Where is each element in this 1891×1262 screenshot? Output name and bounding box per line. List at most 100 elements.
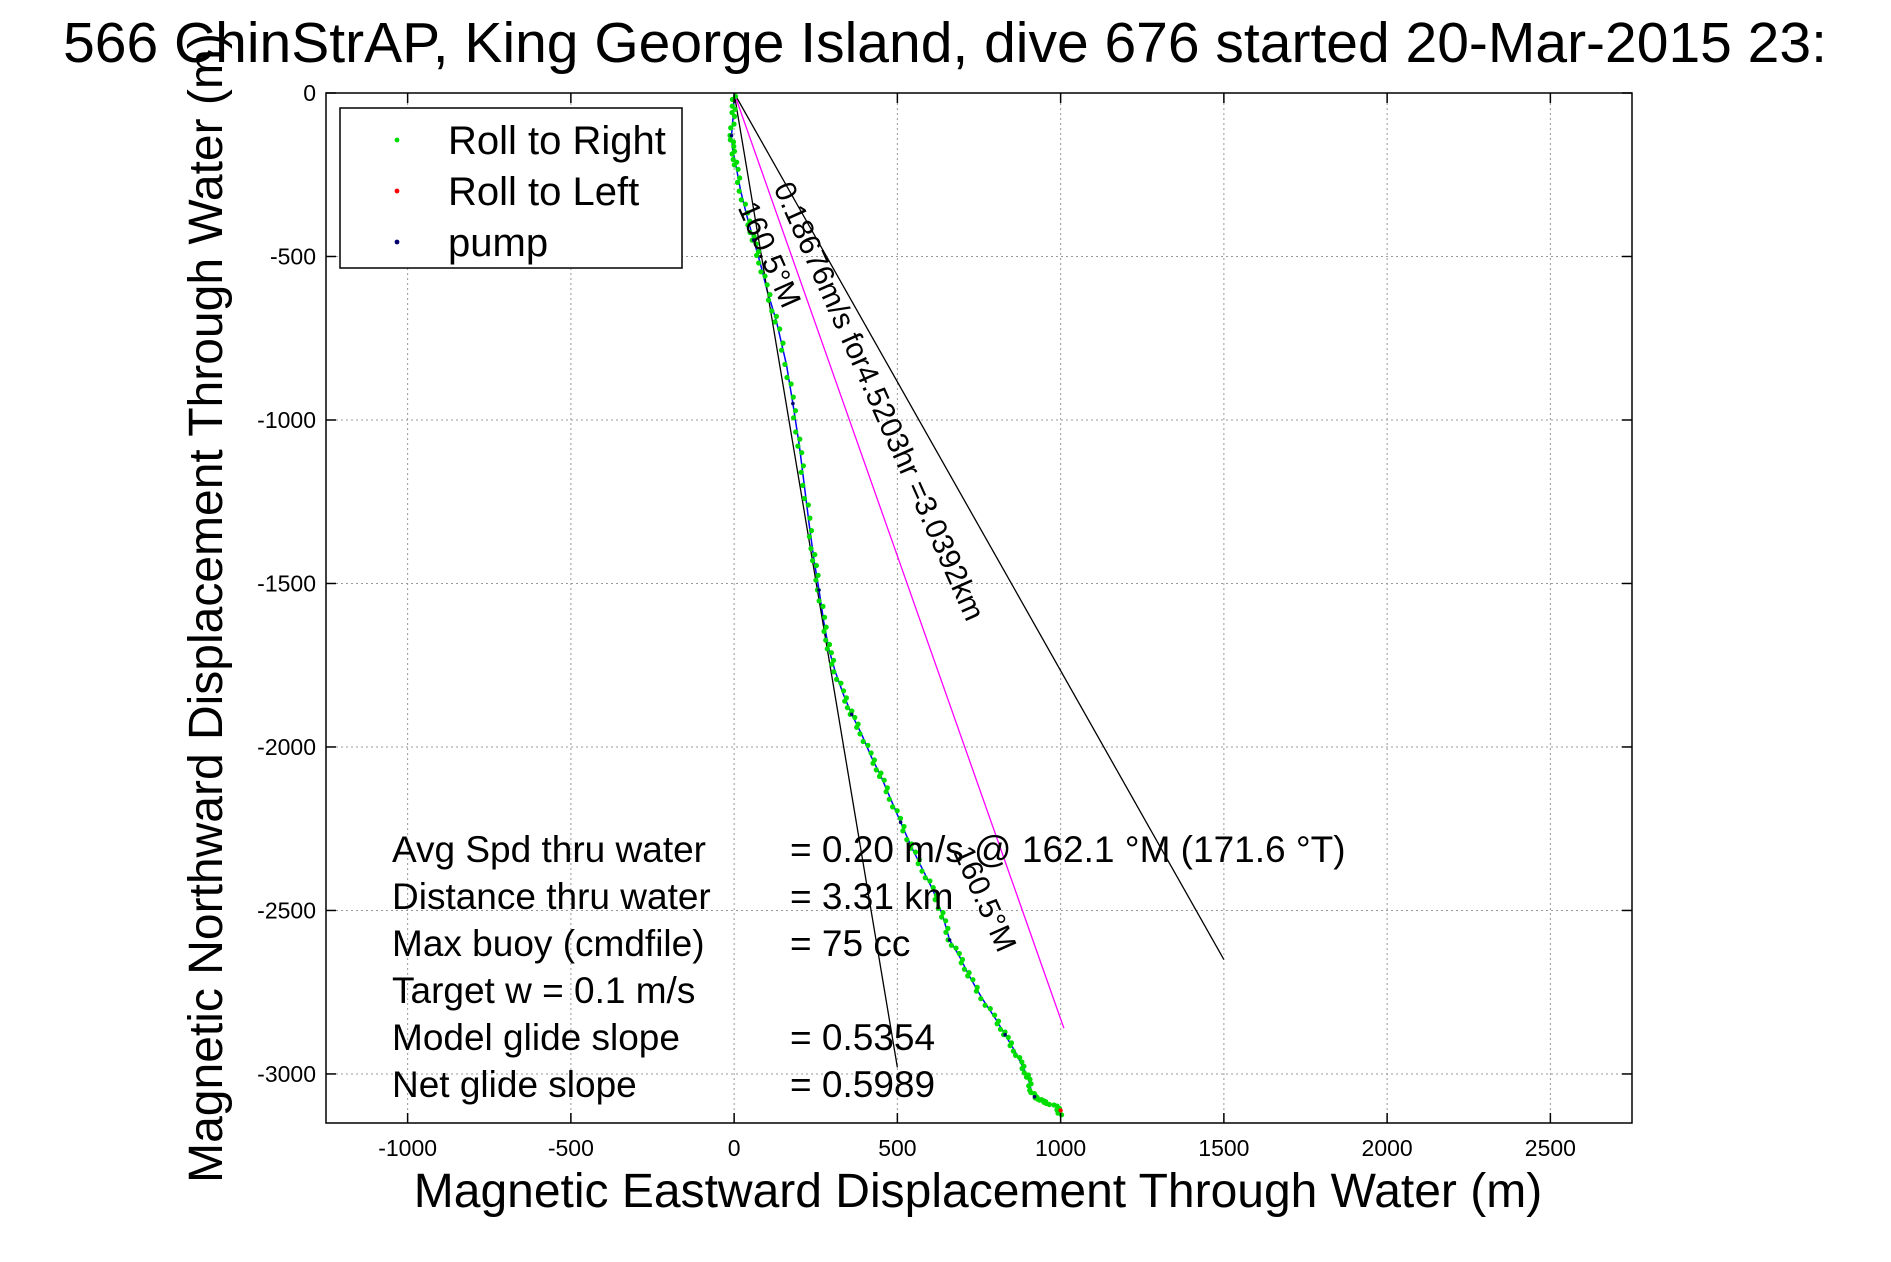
roll-right-point xyxy=(747,229,753,236)
roll-right-point xyxy=(728,125,734,131)
roll-right-point xyxy=(932,897,938,903)
roll-right-point xyxy=(1059,1112,1065,1118)
roll-right-point xyxy=(1019,1065,1025,1072)
pump-point xyxy=(947,938,952,942)
roll-right-point xyxy=(945,925,951,932)
annotation-value: = 3.31 km xyxy=(790,876,954,917)
roll-right-point xyxy=(732,106,738,112)
x-tick-label: 2000 xyxy=(1362,1135,1413,1161)
roll-right-point xyxy=(737,175,743,181)
y-tick-label: -1500 xyxy=(257,570,316,596)
annotation-label: Max buoy (cmdfile) xyxy=(392,923,705,964)
roll-right-point xyxy=(820,603,826,610)
x-tick-label: 2500 xyxy=(1525,1135,1576,1161)
pump-point xyxy=(791,401,795,406)
roll-right-point xyxy=(1005,1034,1011,1040)
y-tick-label: -3000 xyxy=(257,1061,316,1087)
roll-right-point xyxy=(797,436,803,442)
legend-marker xyxy=(394,239,400,245)
roll-right-point xyxy=(730,156,736,163)
roll-right-point xyxy=(953,945,959,951)
roll-right-point xyxy=(731,143,737,149)
roll-right-point xyxy=(873,767,879,773)
annotation-label: Distance thru water xyxy=(392,876,711,917)
roll-right-point xyxy=(745,210,751,216)
roll-right-point xyxy=(806,534,813,540)
roll-right-point xyxy=(958,960,964,966)
pump-point xyxy=(751,238,756,242)
annotation-value: = 0.5989 xyxy=(790,1064,935,1105)
x-axis-label: Magnetic Eastward Displacement Through W… xyxy=(414,1165,1542,1218)
roll-right-point xyxy=(753,241,759,247)
roll-right-point xyxy=(800,463,807,469)
roll-right-point xyxy=(1036,1097,1043,1103)
roll-right-point xyxy=(815,572,821,578)
roll-right-point xyxy=(824,646,830,652)
roll-right-point xyxy=(731,121,737,127)
roll-right-point xyxy=(1013,1052,1019,1058)
annotation-value: = 75 cc xyxy=(790,923,910,964)
roll-right-point xyxy=(884,785,891,791)
roll-right-point xyxy=(805,502,811,508)
roll-right-point xyxy=(742,201,749,207)
roll-right-point xyxy=(792,408,799,414)
roll-right-point xyxy=(756,260,762,266)
pump-point xyxy=(729,133,734,138)
roll-right-point xyxy=(860,738,866,745)
legend-label: pump xyxy=(448,221,548,265)
roll-right-point xyxy=(933,892,940,898)
roll-right-point xyxy=(909,841,915,847)
roll-right-point xyxy=(1007,1043,1013,1049)
y-tick-label: -500 xyxy=(270,243,316,269)
roll-right-point xyxy=(870,760,876,766)
annotation-label: Model glide slope xyxy=(392,1017,680,1058)
roll-right-point xyxy=(736,188,742,194)
roll-right-point xyxy=(795,443,801,449)
roll-right-point xyxy=(764,282,770,288)
roll-right-point xyxy=(808,546,814,552)
roll-right-point xyxy=(939,914,945,920)
roll-right-point xyxy=(734,179,741,185)
roll-right-point xyxy=(813,562,820,569)
roll-right-point xyxy=(854,724,860,730)
roll-right-point xyxy=(857,731,863,737)
roll-right-point xyxy=(729,151,735,157)
roll-right-point xyxy=(992,1012,998,1018)
legend-label: Roll to Left xyxy=(448,170,639,214)
roll-right-point xyxy=(865,742,871,748)
roll-right-point xyxy=(1027,1076,1033,1082)
roll-right-point xyxy=(831,669,837,675)
roll-right-point xyxy=(908,845,914,851)
roll-right-point xyxy=(800,482,806,488)
x-tick-label: 0 xyxy=(728,1135,741,1161)
roll-right-point xyxy=(745,222,751,228)
legend: Roll to Right Roll to Left pump xyxy=(339,107,683,269)
roll-right-point xyxy=(758,269,764,275)
roll-right-point xyxy=(868,750,874,756)
roll-right-point xyxy=(883,789,889,795)
roll-right-point xyxy=(961,966,968,972)
annotation-value: = 0.5354 xyxy=(790,1017,935,1058)
roll-right-point xyxy=(927,878,933,884)
roll-right-point xyxy=(810,558,816,564)
roll-right-point xyxy=(948,942,955,948)
roll-right-point xyxy=(973,988,980,994)
roll-right-point xyxy=(919,868,925,874)
roll-right-point xyxy=(943,929,949,935)
roll-right-point xyxy=(886,796,892,802)
legend-marker xyxy=(394,188,400,194)
roll-right-point xyxy=(876,773,883,780)
x-tick-label: -1000 xyxy=(378,1135,437,1161)
roll-right-point xyxy=(894,808,900,814)
x-tick-label: 500 xyxy=(878,1135,916,1161)
x-tick-label: 1500 xyxy=(1198,1135,1249,1161)
roll-right-point xyxy=(790,394,796,400)
roll-right-point xyxy=(793,429,799,435)
roll-right-point xyxy=(943,918,949,924)
roll-right-point xyxy=(1026,1083,1032,1089)
roll-right-point xyxy=(1010,1048,1017,1054)
y-axis-label: Magnetic Northward Displacement Through … xyxy=(180,33,233,1183)
roll-right-point xyxy=(808,528,815,534)
annotation-label: Net glide slope xyxy=(392,1064,637,1105)
pump-point xyxy=(898,820,903,824)
